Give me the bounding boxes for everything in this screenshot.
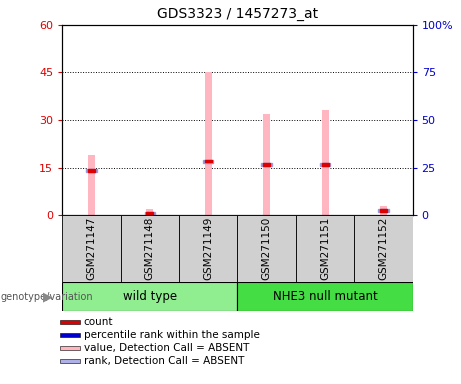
Bar [378, 209, 389, 212]
Bar [60, 333, 80, 337]
Bar [88, 155, 95, 215]
Bar [263, 114, 270, 215]
Bar [60, 346, 80, 350]
Text: GSM271149: GSM271149 [203, 217, 213, 280]
Bar [203, 160, 213, 163]
Text: wild type: wild type [123, 290, 177, 303]
Text: rank, Detection Call = ABSENT: rank, Detection Call = ABSENT [83, 356, 244, 366]
Text: GSM271148: GSM271148 [145, 217, 155, 280]
Bar [237, 215, 296, 282]
Bar [88, 169, 95, 172]
Title: GDS3323 / 1457273_at: GDS3323 / 1457273_at [157, 7, 318, 21]
Bar [321, 111, 329, 215]
Bar [62, 215, 121, 282]
Text: value, Detection Call = ABSENT: value, Detection Call = ABSENT [83, 343, 249, 353]
Bar [354, 215, 413, 282]
Bar [237, 282, 413, 311]
Bar [146, 209, 154, 215]
Bar [380, 209, 387, 212]
Bar [296, 215, 354, 282]
Bar [263, 163, 270, 166]
Text: percentile rank within the sample: percentile rank within the sample [83, 330, 260, 340]
Bar [145, 212, 155, 215]
Bar [205, 73, 212, 215]
Text: ▶: ▶ [43, 290, 53, 303]
Text: GSM271147: GSM271147 [86, 217, 96, 280]
Text: genotype/variation: genotype/variation [1, 291, 94, 302]
Text: GSM271152: GSM271152 [378, 217, 389, 280]
Bar [179, 215, 237, 282]
Bar [146, 212, 154, 215]
Text: count: count [83, 317, 113, 327]
Bar [62, 282, 237, 311]
Bar [86, 169, 97, 172]
Text: GSM271150: GSM271150 [261, 217, 272, 280]
Bar [261, 163, 272, 166]
Bar [205, 160, 212, 162]
Bar [60, 359, 80, 363]
Bar [60, 320, 80, 324]
Text: NHE3 null mutant: NHE3 null mutant [272, 290, 378, 303]
Bar [321, 163, 329, 166]
Bar [380, 205, 387, 215]
Text: GSM271151: GSM271151 [320, 217, 330, 280]
Bar [320, 163, 330, 166]
Bar [121, 215, 179, 282]
